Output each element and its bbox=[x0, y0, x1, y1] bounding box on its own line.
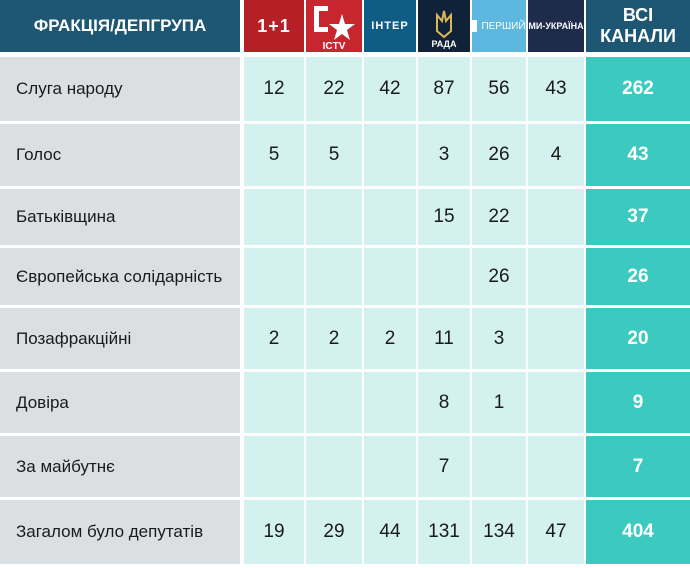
rada-trident-icon bbox=[436, 10, 452, 39]
faction-label: Європейська солідарність bbox=[0, 248, 240, 305]
value-cell: 22 bbox=[472, 189, 526, 245]
value-cell: 26 bbox=[472, 248, 526, 305]
total-cell: 20 bbox=[586, 308, 690, 369]
value-cell bbox=[244, 372, 304, 433]
ictv-label: ICTV bbox=[323, 41, 346, 52]
faction-label: Батьківщина bbox=[0, 189, 240, 245]
value-cell: 15 bbox=[418, 189, 470, 245]
value-cell: 131 bbox=[418, 500, 470, 564]
value-cell: 26 bbox=[472, 124, 526, 186]
value-cell: 4 bbox=[528, 124, 584, 186]
value-cell: 3 bbox=[472, 308, 526, 369]
value-cell: 56 bbox=[472, 57, 526, 121]
value-cell bbox=[306, 189, 362, 245]
total-channels-header: ВСІ КАНАЛИ bbox=[586, 0, 690, 52]
total-cell: 404 bbox=[586, 500, 690, 564]
pershyi-logo-icon: ПЕРШИЙ bbox=[472, 0, 526, 52]
total-cell: 37 bbox=[586, 189, 690, 245]
total-cell: 26 bbox=[586, 248, 690, 305]
value-cell bbox=[244, 189, 304, 245]
ictv-logo-icon: ICTV bbox=[306, 0, 362, 52]
rada-logo-icon: РАДА bbox=[418, 0, 470, 52]
value-cell bbox=[364, 436, 416, 497]
value-cell: 5 bbox=[244, 124, 304, 186]
value-cell bbox=[528, 372, 584, 433]
value-cell: 7 bbox=[418, 436, 470, 497]
total-header-line1: ВСІ bbox=[622, 5, 654, 25]
value-cell: 2 bbox=[364, 308, 416, 369]
faction-label: Довіра bbox=[0, 372, 240, 433]
faction-label: Загалом було депутатів bbox=[0, 500, 240, 564]
value-cell bbox=[244, 436, 304, 497]
value-cell: 42 bbox=[364, 57, 416, 121]
value-cell: 87 bbox=[418, 57, 470, 121]
value-cell bbox=[528, 189, 584, 245]
value-cell: 22 bbox=[306, 57, 362, 121]
faction-header: ФРАКЦІЯ/ДЕПГРУПА bbox=[0, 0, 240, 52]
faction-label: Позафракційні bbox=[0, 308, 240, 369]
value-cell: 11 bbox=[418, 308, 470, 369]
inter-logo-icon: ІНТЕР bbox=[364, 0, 416, 52]
value-cell bbox=[472, 436, 526, 497]
value-cell bbox=[364, 248, 416, 305]
value-cell: 29 bbox=[306, 500, 362, 564]
my-ukraina-logo-icon: МИ-УКРАЇНА bbox=[528, 0, 584, 52]
value-cell bbox=[528, 436, 584, 497]
value-cell: 1 bbox=[472, 372, 526, 433]
value-cell: 47 bbox=[528, 500, 584, 564]
value-cell bbox=[364, 124, 416, 186]
total-cell: 262 bbox=[586, 57, 690, 121]
total-cell: 43 bbox=[586, 124, 690, 186]
pershyi-label: ПЕРШИЙ bbox=[481, 20, 526, 32]
rada-label: РАДА bbox=[431, 39, 457, 49]
value-cell bbox=[306, 248, 362, 305]
value-cell bbox=[364, 372, 416, 433]
value-cell: 44 bbox=[364, 500, 416, 564]
1plus1-logo-icon: 1+1 bbox=[244, 0, 304, 52]
value-cell: 3 bbox=[418, 124, 470, 186]
value-cell bbox=[364, 189, 416, 245]
value-cell: 2 bbox=[244, 308, 304, 369]
value-cell bbox=[306, 436, 362, 497]
faction-label: За майбутнє bbox=[0, 436, 240, 497]
value-cell bbox=[528, 308, 584, 369]
value-cell: 8 bbox=[418, 372, 470, 433]
faction-label: Слуга народу bbox=[0, 57, 240, 121]
value-cell: 12 bbox=[244, 57, 304, 121]
pershyi-mark-icon bbox=[472, 20, 478, 32]
total-cell: 9 bbox=[586, 372, 690, 433]
ictv-logo-graphic: ICTV bbox=[306, 0, 362, 52]
value-cell bbox=[528, 248, 584, 305]
value-cell bbox=[306, 372, 362, 433]
total-header-line2: КАНАЛИ bbox=[600, 26, 676, 46]
value-cell: 5 bbox=[306, 124, 362, 186]
value-cell: 2 bbox=[306, 308, 362, 369]
value-cell bbox=[418, 248, 470, 305]
faction-label: Голос bbox=[0, 124, 240, 186]
value-cell bbox=[244, 248, 304, 305]
value-cell: 134 bbox=[472, 500, 526, 564]
value-cell: 19 bbox=[244, 500, 304, 564]
value-cell: 43 bbox=[528, 57, 584, 121]
total-cell: 7 bbox=[586, 436, 690, 497]
